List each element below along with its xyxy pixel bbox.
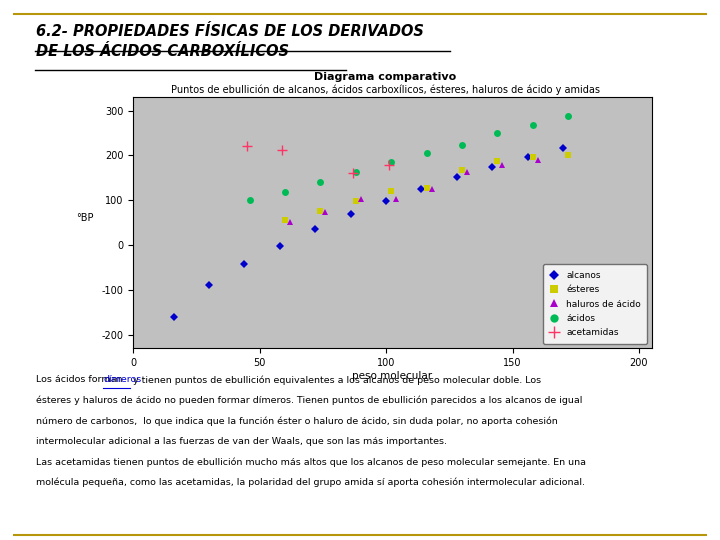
ácidos xyxy=(351,168,360,175)
X-axis label: peso molecular: peso molecular xyxy=(352,371,433,381)
acetamidas xyxy=(349,170,358,176)
alcanos xyxy=(346,211,355,218)
Line: haluros de ácido: haluros de ácido xyxy=(287,157,541,225)
Text: y tienen puntos de ebullición equivalentes a los alcanos de peso molecular doble: y tienen puntos de ebullición equivalent… xyxy=(130,375,541,385)
alcanos xyxy=(276,242,284,249)
Text: dímeros: dímeros xyxy=(104,375,142,384)
Line: ácidos: ácidos xyxy=(246,113,572,204)
acetamidas xyxy=(243,143,251,150)
alcanos xyxy=(523,154,532,160)
Text: intermolecular adicional a las fuerzas de van der Waals, que son las más importa: intermolecular adicional a las fuerzas d… xyxy=(36,437,447,446)
ácidos xyxy=(281,189,289,195)
acetamidas xyxy=(278,146,287,153)
Text: Puntos de ebullición de alcanos, ácidos carboxílicos, ésteres, haluros de ácido : Puntos de ebullición de alcanos, ácidos … xyxy=(171,85,600,95)
alcanos xyxy=(453,174,462,181)
Text: número de carbonos,  lo que indica que la función éster o haluro de ácido, sin d: número de carbonos, lo que indica que la… xyxy=(36,416,558,426)
ácidos xyxy=(246,197,254,203)
ésteres xyxy=(387,188,395,194)
ácidos xyxy=(528,122,537,128)
Text: DE LOS ÁCIDOS CARBOXÍLICOS: DE LOS ÁCIDOS CARBOXÍLICOS xyxy=(36,44,289,59)
Text: Las acetamidas tienen puntos de ebullición mucho más altos que los alcanos de pe: Las acetamidas tienen puntos de ebullici… xyxy=(36,457,586,467)
haluros de ácido xyxy=(498,162,507,168)
ésteres xyxy=(528,154,537,160)
ésteres xyxy=(351,198,360,204)
haluros de ácido xyxy=(321,209,330,215)
Text: ésteres y haluros de ácido no pueden formar dímeros. Tienen puntos de ebullición: ésteres y haluros de ácido no pueden for… xyxy=(36,396,582,406)
alcanos xyxy=(488,164,497,171)
Line: alcanos: alcanos xyxy=(171,146,566,320)
alcanos xyxy=(311,226,320,232)
ácidos xyxy=(564,113,572,120)
alcanos xyxy=(240,261,249,267)
haluros de ácido xyxy=(392,196,400,202)
alcanos xyxy=(169,314,178,321)
ésteres xyxy=(281,217,289,223)
haluros de ácido xyxy=(427,186,436,192)
haluros de ácido xyxy=(286,219,294,225)
acetamidas xyxy=(384,162,393,168)
alcanos xyxy=(382,198,390,205)
ácidos xyxy=(316,179,325,185)
Line: acetamidas: acetamidas xyxy=(242,141,393,178)
ésteres xyxy=(493,158,502,165)
Text: Diagrama comparativo: Diagrama comparativo xyxy=(314,72,456,82)
ésteres xyxy=(316,207,325,214)
Legend: alcanos, ésteres, haluros de ácido, ácidos, acetamidas: alcanos, ésteres, haluros de ácido, ácid… xyxy=(544,265,647,344)
ácidos xyxy=(422,150,431,157)
ácidos xyxy=(458,142,467,149)
haluros de ácido xyxy=(534,157,542,164)
Text: 6.2- PROPIEDADES FÍSICAS DE LOS DERIVADOS: 6.2- PROPIEDADES FÍSICAS DE LOS DERIVADO… xyxy=(36,24,424,39)
ésteres xyxy=(422,185,431,192)
Line: ésteres: ésteres xyxy=(282,152,572,223)
Y-axis label: °BP: °BP xyxy=(76,213,94,222)
ésteres xyxy=(564,152,572,159)
ácidos xyxy=(493,130,502,136)
haluros de ácido xyxy=(463,169,472,176)
haluros de ácido xyxy=(356,196,365,202)
ácidos xyxy=(387,159,395,165)
alcanos xyxy=(417,185,426,192)
alcanos xyxy=(559,145,567,152)
Text: Los ácidos forman: Los ácidos forman xyxy=(36,375,125,384)
ésteres xyxy=(458,167,467,173)
Text: molécula pequeña, como las acetamidas, la polaridad del grupo amida sí aporta co: molécula pequeña, como las acetamidas, l… xyxy=(36,478,585,488)
alcanos xyxy=(204,282,213,288)
